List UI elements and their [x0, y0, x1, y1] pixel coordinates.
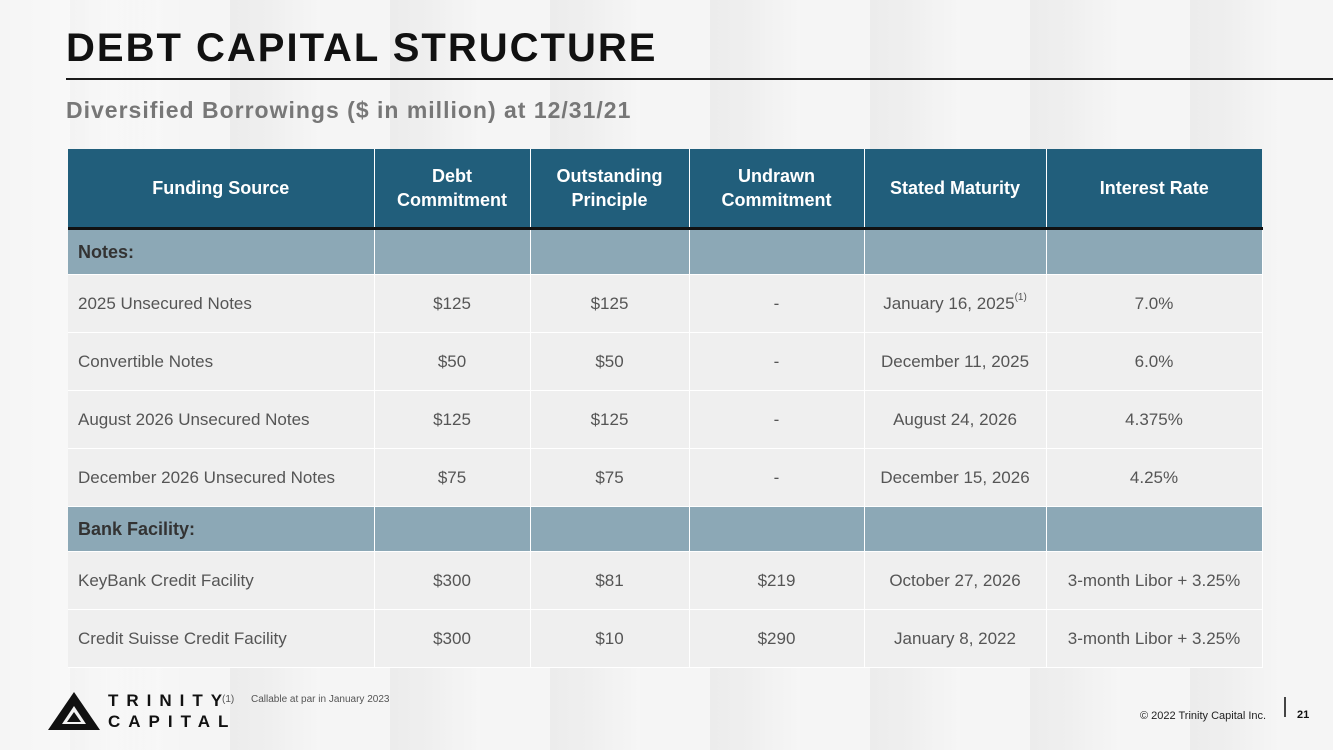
- table-row: August 2026 Unsecured Notes $125 $125 - …: [68, 390, 1263, 449]
- cell-outstanding: $125: [530, 390, 690, 449]
- cell-rate: 3-month Libor + 3.25%: [1046, 609, 1263, 668]
- table-row: 2025 Unsecured Notes $125 $125 - January…: [68, 274, 1263, 333]
- footnote-marker: (1): [1014, 291, 1027, 303]
- cell-commitment: $300: [374, 609, 531, 668]
- logo-line-2: CAPITAL: [108, 712, 237, 731]
- debt-table: Funding Source Debt Commitment Outstandi…: [68, 149, 1263, 668]
- cell-outstanding: $75: [530, 448, 690, 507]
- cell-rate: 3-month Libor + 3.25%: [1046, 551, 1263, 610]
- triangle-logo-icon: [48, 692, 100, 730]
- cell-rate: 4.375%: [1046, 390, 1263, 449]
- cell-undrawn: -: [689, 274, 865, 333]
- cell-undrawn: -: [689, 332, 865, 391]
- page-subtitle: Diversified Borrowings ($ in million) at…: [66, 97, 632, 123]
- cell-undrawn: $219: [689, 551, 865, 610]
- title-rule: [66, 78, 1333, 80]
- company-logo: TRINITY CAPITAL: [48, 690, 236, 732]
- cell-maturity: January 16, 2025(1): [864, 274, 1047, 333]
- cell-commitment: $75: [374, 448, 531, 507]
- section-label: Notes:: [68, 228, 375, 275]
- header-interest-rate: Interest Rate: [1046, 149, 1262, 230]
- table-row: KeyBank Credit Facility $300 $81 $219 Oc…: [68, 551, 1263, 610]
- page-title: DEBT CAPITAL STRUCTURE: [66, 26, 658, 70]
- copyright-text: © 2022 Trinity Capital Inc.: [1140, 710, 1267, 722]
- cell-rate: 6.0%: [1046, 332, 1263, 391]
- footnote-text: Callable at par in January 2023: [251, 694, 390, 705]
- cell-commitment: $50: [374, 332, 531, 391]
- table-row: Convertible Notes $50 $50 - December 11,…: [68, 332, 1263, 391]
- header-undrawn-commitment: Undrawn Commitment: [689, 149, 865, 230]
- footnote: (1) Callable at par in January 2023: [222, 694, 389, 705]
- logo-line-1: TRINITY: [108, 691, 231, 710]
- cell-source: KeyBank Credit Facility: [68, 551, 375, 610]
- cell-rate: 4.25%: [1046, 448, 1263, 507]
- cell-outstanding: $50: [530, 332, 690, 391]
- cell-source: 2025 Unsecured Notes: [68, 274, 375, 333]
- cell-undrawn: $290: [689, 609, 865, 668]
- section-row-bank-facility: Bank Facility:: [68, 506, 1263, 552]
- footnote-number: (1): [222, 694, 235, 705]
- cell-undrawn: -: [689, 448, 865, 507]
- cell-outstanding: $10: [530, 609, 690, 668]
- page-number: 21: [1297, 709, 1310, 721]
- cell-source: Credit Suisse Credit Facility: [68, 609, 375, 668]
- table-row: December 2026 Unsecured Notes $75 $75 - …: [68, 448, 1263, 507]
- cell-source: August 2026 Unsecured Notes: [68, 390, 375, 449]
- table-row: Credit Suisse Credit Facility $300 $10 $…: [68, 609, 1263, 668]
- cell-commitment: $300: [374, 551, 531, 610]
- cell-rate: 7.0%: [1046, 274, 1263, 333]
- cell-maturity: January 8, 2022: [864, 609, 1047, 668]
- cell-outstanding: $81: [530, 551, 690, 610]
- cell-commitment: $125: [374, 274, 531, 333]
- cell-commitment: $125: [374, 390, 531, 449]
- cell-maturity: December 15, 2026: [864, 448, 1047, 507]
- table-header-row: Funding Source Debt Commitment Outstandi…: [68, 149, 1262, 230]
- header-outstanding-principle: Outstanding Principle: [530, 149, 690, 230]
- section-label: Bank Facility:: [68, 506, 375, 552]
- header-funding-source: Funding Source: [68, 149, 375, 230]
- cell-maturity: August 24, 2026: [864, 390, 1047, 449]
- maturity-text: January 16, 2025: [883, 293, 1015, 313]
- cell-source: Convertible Notes: [68, 332, 375, 391]
- cell-undrawn: -: [689, 390, 865, 449]
- cell-maturity: October 27, 2026: [864, 551, 1047, 610]
- header-stated-maturity: Stated Maturity: [864, 149, 1047, 230]
- cell-maturity: December 11, 2025: [864, 332, 1047, 391]
- header-debt-commitment: Debt Commitment: [374, 149, 531, 230]
- section-row-notes: Notes:: [68, 228, 1263, 275]
- cell-source: December 2026 Unsecured Notes: [68, 448, 375, 507]
- footer-divider: [1284, 697, 1286, 717]
- cell-outstanding: $125: [530, 274, 690, 333]
